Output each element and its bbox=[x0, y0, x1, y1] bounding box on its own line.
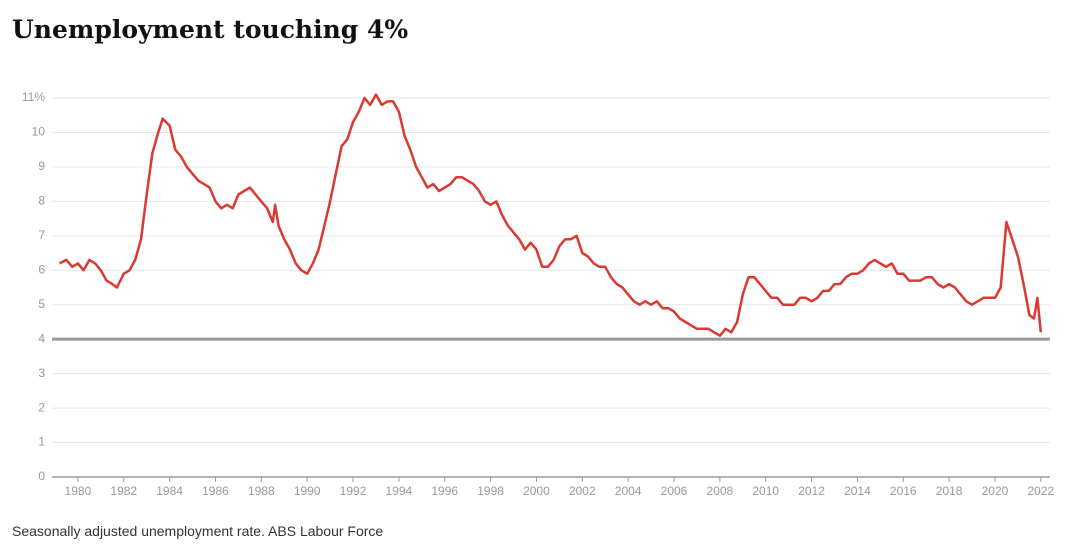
line bbox=[59, 93, 1043, 337]
y-tick-label: 9 bbox=[38, 159, 45, 173]
y-tick-label: 10 bbox=[32, 125, 46, 139]
x-tick-label: 1986 bbox=[202, 484, 229, 498]
x-tick-label: 1982 bbox=[110, 484, 137, 498]
y-tick-label: 1 bbox=[38, 435, 45, 449]
y-tick-label: 2 bbox=[38, 400, 45, 414]
x-tick-label: 1998 bbox=[477, 484, 504, 498]
x-tick-label: 2000 bbox=[523, 484, 550, 498]
y-tick-label: 0 bbox=[38, 469, 45, 483]
y-tick-label: 6 bbox=[38, 262, 45, 276]
y-tick-label: 8 bbox=[38, 194, 45, 208]
x-tick-label: 2004 bbox=[615, 484, 642, 498]
x-tick-label: 2012 bbox=[798, 484, 825, 498]
x-tick-label: 2010 bbox=[752, 484, 779, 498]
y-tick-label: 4 bbox=[38, 331, 45, 345]
y-tick-label: 5 bbox=[38, 297, 45, 311]
x-tick-label: 2020 bbox=[982, 484, 1009, 498]
y-tick-label: 11% bbox=[22, 90, 45, 104]
x-tick-label: 2022 bbox=[1027, 484, 1054, 498]
x-tick-label: 2008 bbox=[707, 484, 734, 498]
caption: Seasonally adjusted unemployment rate. A… bbox=[12, 523, 383, 539]
x-tick-label: 2016 bbox=[890, 484, 917, 498]
chart-title: Unemployment touching 4% bbox=[12, 15, 408, 44]
y-tick-label: 3 bbox=[38, 366, 45, 380]
x-tick-label: 2018 bbox=[936, 484, 963, 498]
x-tick-label: 1996 bbox=[431, 484, 458, 498]
x-tick-label: 1988 bbox=[248, 484, 275, 498]
x-tick-label: 2006 bbox=[661, 484, 688, 498]
x-tick-label: 1984 bbox=[156, 484, 183, 498]
x-tick-label: 1994 bbox=[386, 484, 413, 498]
x-tick-label: 1990 bbox=[294, 484, 321, 498]
x-tick-label: 2014 bbox=[844, 484, 871, 498]
x-tick-label: 1980 bbox=[65, 484, 92, 498]
y-tick-label: 7 bbox=[38, 228, 45, 242]
x-tick-label: 2002 bbox=[569, 484, 596, 498]
x-tick-label: 1992 bbox=[340, 484, 367, 498]
